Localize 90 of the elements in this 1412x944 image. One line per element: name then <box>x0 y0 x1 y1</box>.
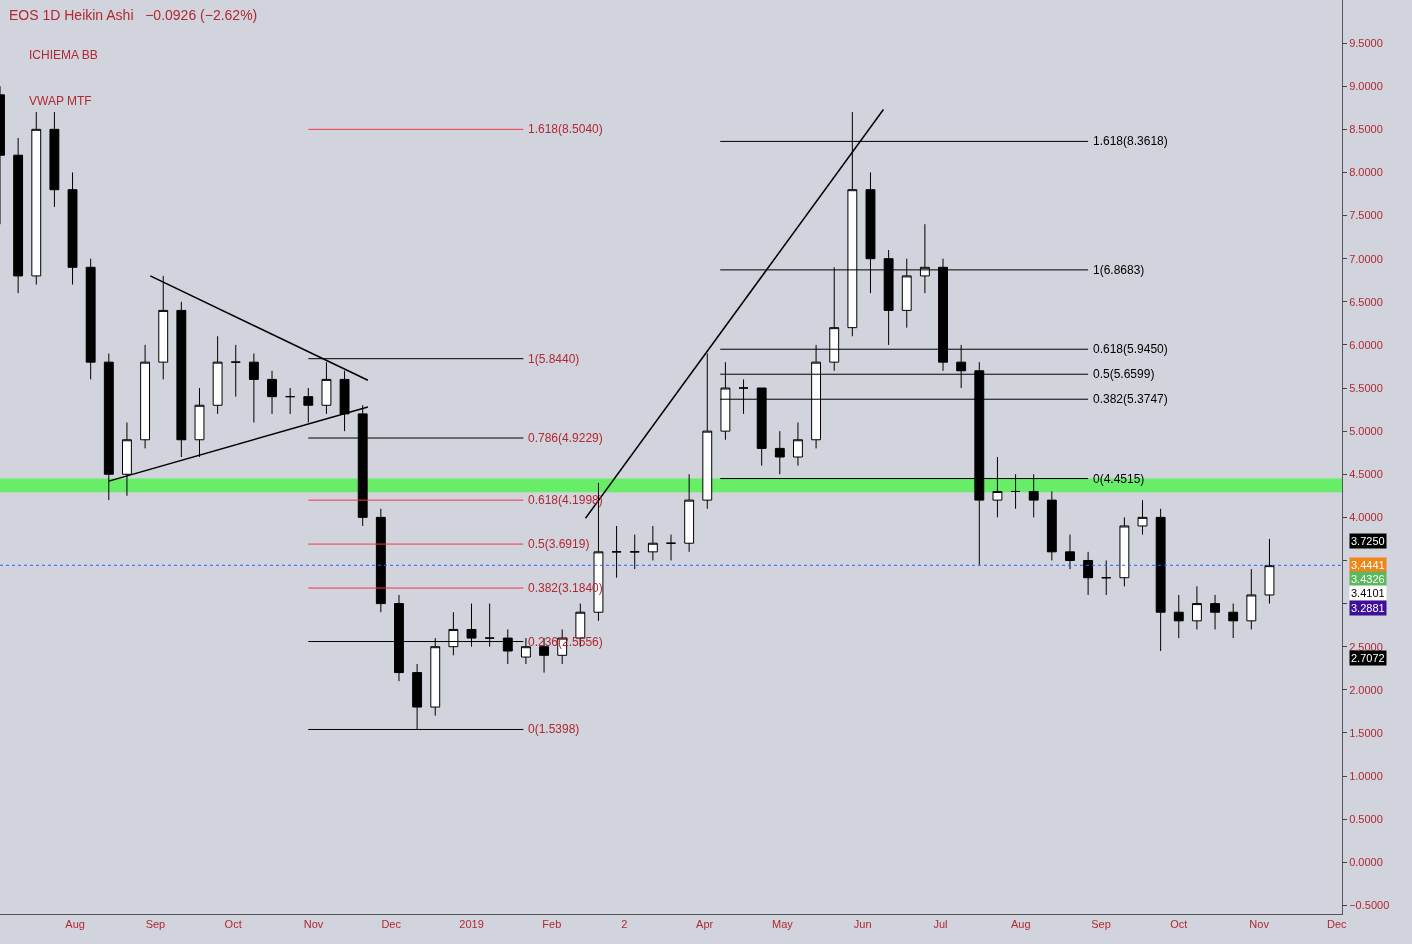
candlestick <box>1065 534 1075 570</box>
x-tick-label: Oct <box>224 918 242 931</box>
y-tick-label: 9.5000 <box>1349 36 1383 49</box>
candlestick <box>1155 508 1166 652</box>
text: 2.7072 <box>1351 652 1385 664</box>
candlestick <box>1191 585 1202 630</box>
candlestick <box>230 344 241 398</box>
candlestick <box>774 430 785 475</box>
x-tick-label: Jun <box>853 918 872 931</box>
candlestick <box>85 258 96 380</box>
x-tick-label: 2019 <box>459 918 484 931</box>
chart-title: EOS 1D Heikin Ashi −0.0926 (−2.62%) <box>9 7 258 23</box>
annotation: VWAP MTF <box>29 94 92 108</box>
candlestick <box>1173 594 1184 639</box>
candlestick <box>267 370 277 415</box>
x-tick-label: Feb <box>542 918 562 931</box>
annotation: 1.618(8.5040) <box>528 122 603 136</box>
annotation: 0.786(4.9229) <box>528 431 603 445</box>
candlestick <box>629 534 640 570</box>
candlestick <box>1228 603 1239 639</box>
x-tick-label: Sep <box>145 918 166 931</box>
candlestick <box>31 111 42 286</box>
candlestick <box>1083 551 1094 596</box>
y-tick-label: 2.0000 <box>1349 683 1383 696</box>
candlestick <box>702 353 713 510</box>
x-tick-label: Dec <box>1327 918 1348 931</box>
candlestick <box>285 387 296 415</box>
x-tick-label: Nov <box>303 918 324 931</box>
candlestick <box>611 525 622 579</box>
annotation: ICHIEMA BB <box>29 48 98 62</box>
candlestick <box>1264 538 1275 605</box>
candlestick <box>684 473 695 553</box>
x-tick-label: Aug <box>1010 918 1031 931</box>
candlestick <box>67 171 78 286</box>
annotation: 0.5(3.6919) <box>528 537 590 551</box>
x-tick-label: Nov <box>1249 918 1270 931</box>
y-tick-label: 1.5000 <box>1349 726 1383 739</box>
y-tick-label: 6.5000 <box>1349 295 1383 308</box>
candlestick <box>647 525 658 561</box>
y-tick-label: 7.0000 <box>1349 252 1383 265</box>
x-tick-label: May <box>772 918 794 931</box>
annotation: 1(6.8683) <box>1093 263 1145 277</box>
y-tick-label: 4.0000 <box>1349 511 1383 524</box>
annotation: 0(4.4515) <box>1093 472 1145 486</box>
candlestick <box>1246 568 1257 630</box>
text: 3.4101 <box>1351 587 1385 599</box>
text: 3.2881 <box>1351 602 1385 614</box>
candlestick <box>1046 490 1057 561</box>
candlestick <box>248 353 259 424</box>
x-tick-label: Jul <box>933 918 948 931</box>
candlestick <box>212 335 223 415</box>
y-tick-label: 7.5000 <box>1349 209 1383 222</box>
candlestick <box>1101 559 1112 596</box>
candlestick <box>49 111 60 208</box>
y-tick-label: 6.0000 <box>1349 338 1383 351</box>
candlestick <box>1210 594 1220 630</box>
candlestick <box>13 137 24 294</box>
candlestick <box>1137 499 1148 536</box>
candlestick <box>140 344 151 449</box>
text: 3.4326 <box>1351 573 1385 585</box>
candlestick <box>176 301 187 458</box>
candlestick <box>793 422 803 467</box>
candlestick <box>375 508 386 613</box>
y-tick-label: 5.5000 <box>1349 381 1383 394</box>
y-tick-label: 8.0000 <box>1349 166 1383 179</box>
candlestick <box>666 534 676 561</box>
x-tick-label: Oct <box>1170 918 1188 931</box>
x-tick-label: Sep <box>1091 918 1111 931</box>
x-tick-label: 2 <box>621 918 628 931</box>
text: 3.7250 <box>1351 535 1385 547</box>
x-tick-label: Apr <box>696 918 714 931</box>
y-tick-label: 8.5000 <box>1349 123 1383 136</box>
annotation: 1.618(8.3618) <box>1093 134 1168 148</box>
annotation: 0.5(5.6599) <box>1093 367 1155 381</box>
annotation: 0.618(5.9450) <box>1093 342 1168 356</box>
y-tick-label: 9.0000 <box>1349 80 1383 93</box>
y-tick-label: 2.5000 <box>1349 640 1383 653</box>
x-tick-label: Aug <box>65 918 85 931</box>
y-tick-label: −0.5000 <box>1349 899 1390 912</box>
candlestick <box>1119 516 1130 587</box>
y-tick-label: 4.5000 <box>1349 468 1383 481</box>
annotation: 1(5.8440) <box>528 352 580 366</box>
y-tick-label: 0.5000 <box>1349 813 1383 825</box>
annotation: 0(1.5398) <box>528 722 580 736</box>
y-tick-label: 5.0000 <box>1349 424 1383 437</box>
text: 3.4441 <box>1351 559 1385 571</box>
y-tick-label: 1.0000 <box>1349 769 1383 782</box>
x-tick-label: Dec <box>381 918 402 931</box>
annotation: 0.382(5.3747) <box>1093 392 1168 406</box>
y-tick-label: 0.0000 <box>1349 856 1383 869</box>
